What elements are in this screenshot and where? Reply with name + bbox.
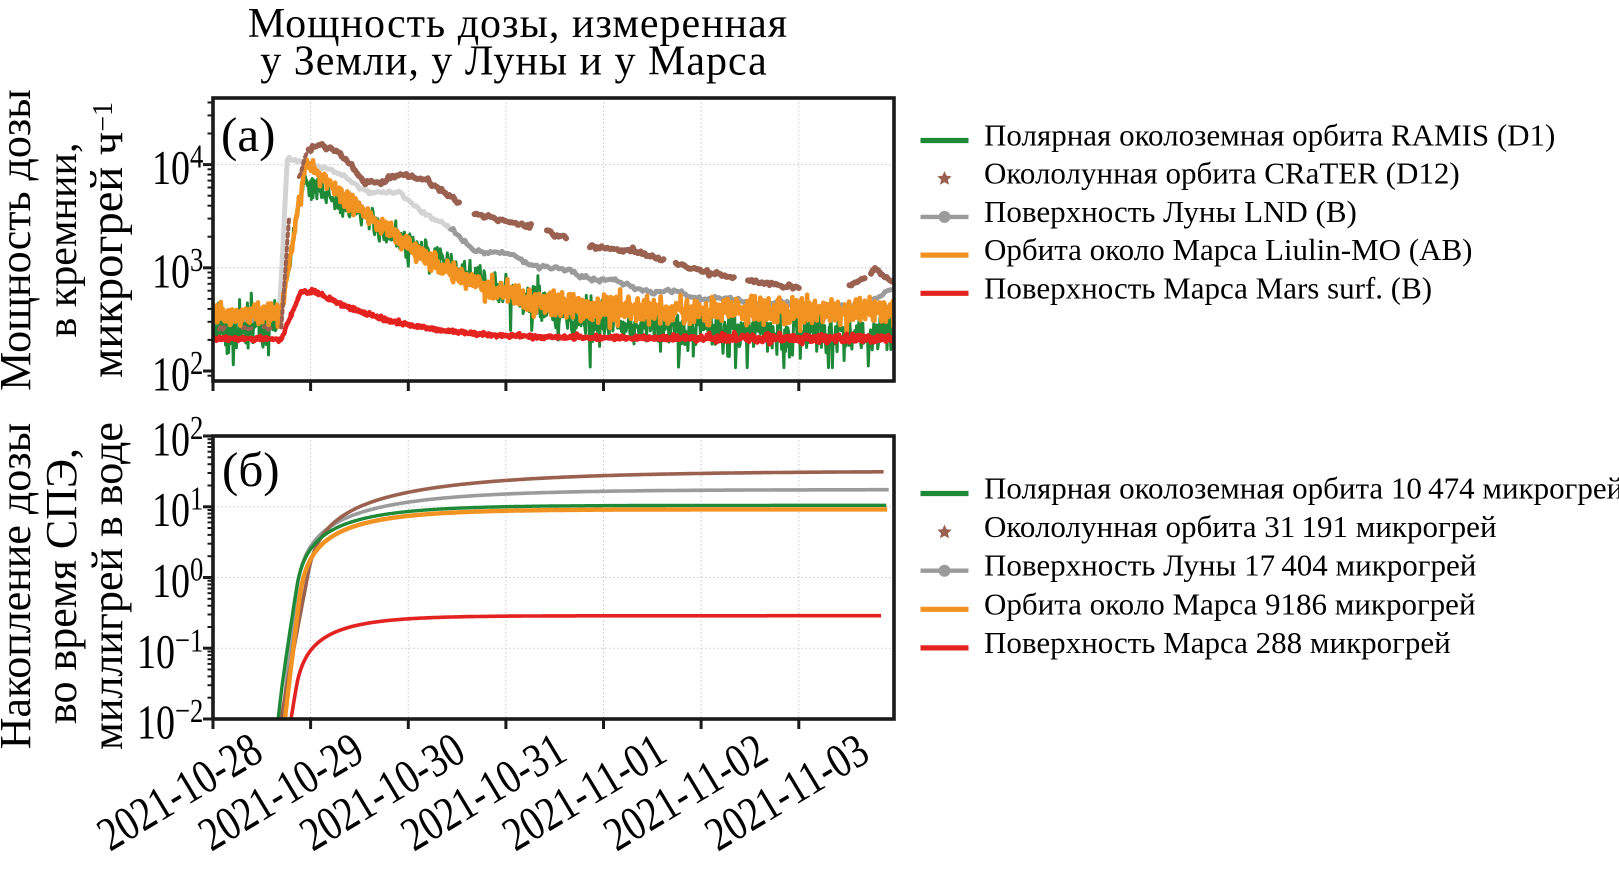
svg-text:(а): (а) — [221, 107, 275, 162]
svg-text:Орбита около Марса 9186 микрог: Орбита около Марса 9186 микрогрей — [984, 586, 1476, 621]
svg-text:во время СПЭ,: во время СПЭ, — [37, 448, 86, 724]
svg-text:(б): (б) — [222, 442, 280, 497]
svg-text:Полярная околоземная орбита RA: Полярная околоземная орбита RAMIS (D1) — [984, 118, 1555, 153]
svg-text:Поверхность Луны 17 404 микрог: Поверхность Луны 17 404 микрогрей — [984, 548, 1476, 583]
svg-text:Накопление дозы: Накопление дозы — [0, 423, 40, 749]
svg-text:Орбита около Марса Liulin-MO (: Орбита около Марса Liulin-MO (AB) — [984, 232, 1472, 267]
svg-text:Окололунная орбита CRaTER (D12: Окололунная орбита CRaTER (D12) — [984, 156, 1460, 191]
svg-text:в кремнии,: в кремнии, — [40, 143, 86, 338]
svg-text:10−1: 10−1 — [137, 621, 203, 679]
svg-text:Поверхность Марса Mars surf. (: Поверхность Марса Mars surf. (B) — [984, 270, 1432, 305]
svg-text:у Земли, у Луны и у Марса: у Земли, у Луны и у Марса — [260, 39, 768, 85]
svg-text:миллигрей в воде: миллигрей в воде — [83, 422, 132, 750]
svg-text:Поверхность Марса 288 микрогре: Поверхность Марса 288 микрогрей — [984, 625, 1451, 660]
svg-text:Мощность дозы: Мощность дозы — [0, 89, 40, 391]
svg-text:микрогрей ч−1: микрогрей ч−1 — [82, 102, 133, 378]
svg-text:Мощность дозы, измеренная: Мощность дозы, измеренная — [248, 1, 788, 47]
svg-text:Полярная околоземная орбита 10: Полярная околоземная орбита 10 474 микро… — [984, 471, 1619, 506]
svg-text:Окололунная орбита 31 191 микр: Окололунная орбита 31 191 микрогрей — [984, 509, 1497, 544]
svg-text:Поверхность Луны LND (B): Поверхность Луны LND (B) — [984, 194, 1357, 229]
